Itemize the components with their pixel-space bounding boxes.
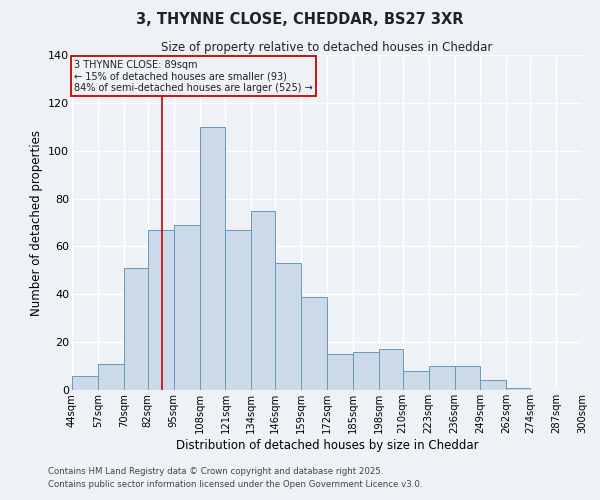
Bar	[226, 230, 251, 390]
Bar	[455, 366, 481, 390]
Bar	[251, 210, 275, 390]
Bar	[98, 364, 124, 390]
Bar	[199, 127, 226, 390]
Bar	[124, 268, 148, 390]
X-axis label: Distribution of detached houses by size in Cheddar: Distribution of detached houses by size …	[176, 438, 478, 452]
Bar	[148, 230, 173, 390]
Bar	[275, 263, 301, 390]
Bar	[353, 352, 379, 390]
Bar	[301, 296, 327, 390]
Y-axis label: Number of detached properties: Number of detached properties	[29, 130, 43, 316]
Title: Size of property relative to detached houses in Cheddar: Size of property relative to detached ho…	[161, 41, 493, 54]
Bar	[403, 371, 428, 390]
Text: 3 THYNNE CLOSE: 89sqm
← 15% of detached houses are smaller (93)
84% of semi-deta: 3 THYNNE CLOSE: 89sqm ← 15% of detached …	[74, 60, 313, 93]
Bar	[428, 366, 455, 390]
Bar	[379, 350, 403, 390]
Bar	[506, 388, 530, 390]
Text: Contains HM Land Registry data © Crown copyright and database right 2025.
Contai: Contains HM Land Registry data © Crown c…	[48, 468, 422, 489]
Text: 3, THYNNE CLOSE, CHEDDAR, BS27 3XR: 3, THYNNE CLOSE, CHEDDAR, BS27 3XR	[136, 12, 464, 28]
Bar	[173, 225, 199, 390]
Bar	[327, 354, 353, 390]
Bar	[481, 380, 506, 390]
Bar	[72, 376, 98, 390]
